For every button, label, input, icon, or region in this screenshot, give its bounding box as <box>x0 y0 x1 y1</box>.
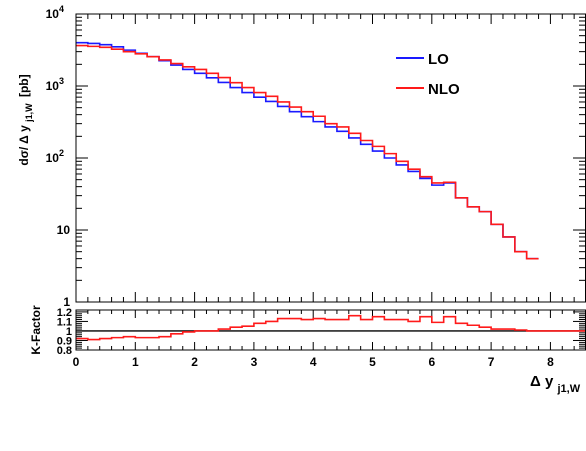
ratio-y-tick-labels: 0.80.911.11.2 <box>57 307 72 357</box>
legend-label-lo: LO <box>428 51 449 68</box>
ratio-y-tick-label: 1 <box>66 326 72 338</box>
y-tick-label: 10 <box>57 223 71 237</box>
x-axis-title: Δ y j1,W <box>530 373 581 395</box>
main-y-axis-title-main: dσ/ Δ y <box>17 125 31 166</box>
x-tick-label: 7 <box>488 355 495 369</box>
x-tick-label: 1 <box>132 355 139 369</box>
x-tick-label: 0 <box>73 355 80 369</box>
y-tick-label: 102 <box>46 148 64 165</box>
series-lo-line <box>76 41 539 260</box>
ratio-axis-ticks <box>75 310 586 351</box>
main-y-axis-title-sub: j1,W <box>24 103 34 123</box>
ratio-y-tick-label: 1.2 <box>57 307 72 319</box>
main-axis-ticks <box>75 13 586 303</box>
x-tick-label: 2 <box>191 355 198 369</box>
x-tick-label: 3 <box>251 355 258 369</box>
y-tick-label: 104 <box>46 4 64 21</box>
ratio-plot-frame <box>75 309 586 351</box>
y-tick-label: 103 <box>46 76 64 93</box>
y-tick-label: 1 <box>63 295 70 309</box>
ratio-y-tick-label: 0.9 <box>57 335 72 347</box>
x-tick-labels: 0 1 2 3 4 5 6 7 8 <box>73 355 554 369</box>
legend: LO NLO <box>396 51 460 98</box>
x-axis-title-main: Δ y <box>530 373 554 390</box>
ratio-y-axis-title: K-Factor <box>29 305 43 355</box>
x-axis-title-sub: j1,W <box>556 383 580 395</box>
ratio-y-tick-label: 0.8 <box>57 345 72 357</box>
legend-label-nlo: NLO <box>428 81 460 98</box>
x-tick-label: 6 <box>428 355 435 369</box>
series-k-factor-line <box>76 314 586 341</box>
x-tick-label: 8 <box>547 355 554 369</box>
main-series-group <box>76 41 539 260</box>
main-y-axis-title: dσ/ Δ y j1,W [pb] <box>17 74 35 165</box>
series-nlo-line <box>76 44 539 260</box>
main-y-tick-labels: 1 10 102 103 104 <box>46 4 71 309</box>
ratio-series-group <box>76 314 586 341</box>
main-panel: 1 10 102 103 104 LO NLO dσ/ Δ y j1,W [pb] <box>17 4 586 309</box>
ratio-y-tick-label: 1.1 <box>57 316 72 328</box>
x-tick-label: 5 <box>369 355 376 369</box>
main-y-axis-title-unit: [pb] <box>17 74 31 97</box>
x-tick-label: 4 <box>310 355 317 369</box>
